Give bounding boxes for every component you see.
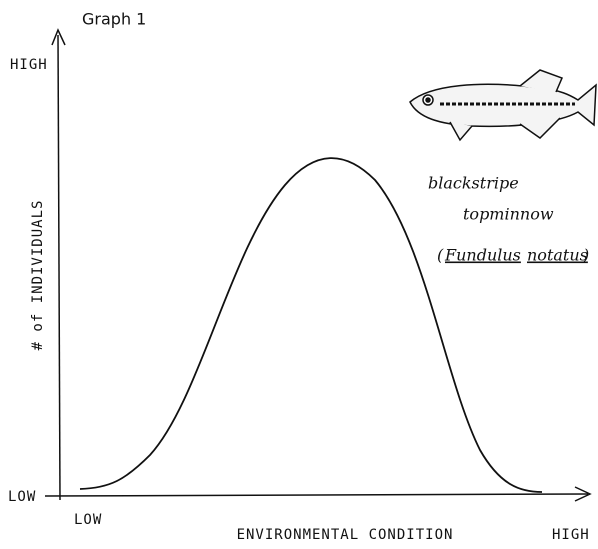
x-arrow	[574, 486, 592, 502]
x-axis	[44, 493, 589, 497]
genus: Fundulus	[444, 246, 521, 265]
y-axis	[57, 34, 61, 501]
x-high: HIGH	[552, 527, 590, 543]
sci-open: (	[437, 246, 444, 265]
y-high: HIGH	[10, 57, 48, 73]
title: Graph 1	[82, 10, 146, 29]
fish-name-1: blackstripe	[428, 174, 519, 193]
curve	[79, 157, 543, 493]
species: notatus	[527, 246, 588, 265]
sci-close: )	[582, 246, 589, 265]
y-label: # of INDIVIDUALS	[30, 200, 46, 351]
fish-name-2: topminnow	[463, 205, 554, 224]
y-low: LOW	[8, 489, 36, 505]
x-label: ENVIRONMENTAL CONDITION	[237, 527, 454, 543]
y-arrow	[51, 28, 66, 46]
fish-illustration	[409, 69, 597, 142]
x-low: LOW	[74, 512, 102, 528]
axes	[44, 28, 592, 502]
